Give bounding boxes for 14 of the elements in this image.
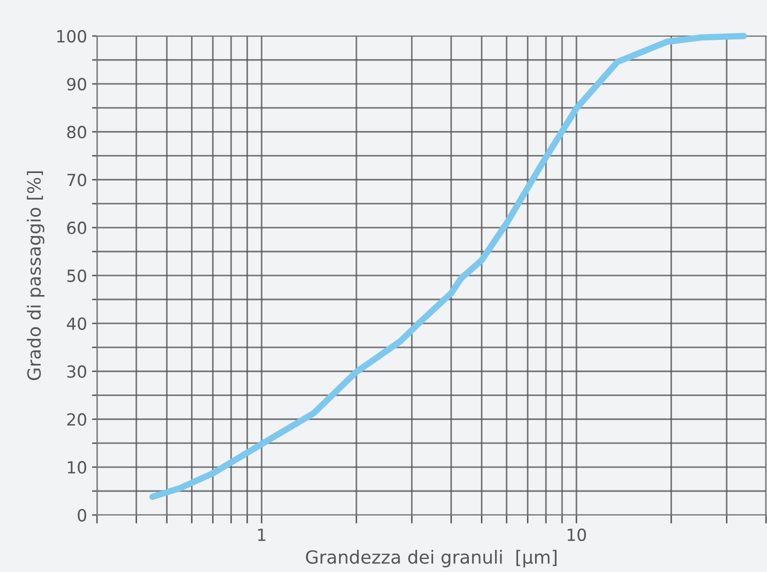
y-tick-label: 20 bbox=[67, 413, 86, 426]
x-tick-label: 1 bbox=[258, 528, 266, 541]
y-axis-title: Grado di passaggio [%] bbox=[26, 171, 44, 380]
y-tick-label: 70 bbox=[67, 174, 86, 186]
y-tick-label: 40 bbox=[66, 317, 86, 330]
x-axis-title: Grandezza dei granuli [µm] bbox=[306, 550, 556, 568]
y-tick-label: 30 bbox=[67, 365, 86, 378]
y-tick-label: 0 bbox=[78, 508, 86, 522]
y-tick-label: 90 bbox=[67, 78, 86, 90]
y-tick-label: 100 bbox=[57, 30, 86, 43]
y-tick-label: 50 bbox=[67, 269, 86, 282]
y-tick-label: 10 bbox=[68, 461, 86, 474]
y-tick-label: 60 bbox=[67, 222, 86, 234]
y-tick-label: 80 bbox=[67, 126, 86, 138]
